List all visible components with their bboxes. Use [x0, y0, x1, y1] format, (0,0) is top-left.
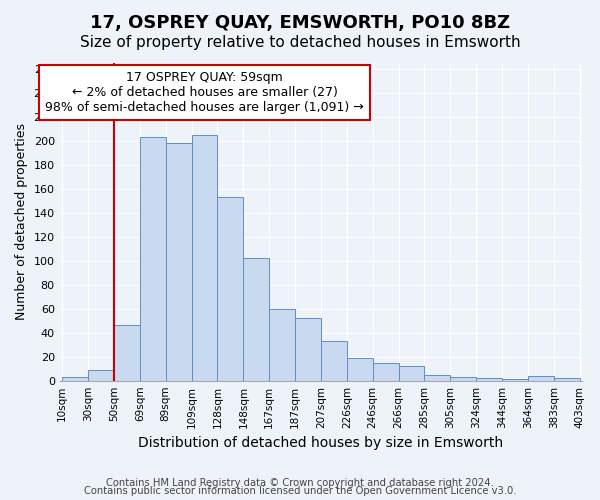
Bar: [88, 370, 114, 380]
Y-axis label: Number of detached properties: Number of detached properties: [15, 123, 28, 320]
X-axis label: Distribution of detached houses by size in Emsworth: Distribution of detached houses by size …: [139, 436, 503, 450]
Bar: [554, 378, 580, 380]
Bar: [398, 366, 424, 380]
Bar: [114, 326, 140, 380]
Bar: [191, 134, 217, 380]
Bar: [476, 378, 502, 380]
Bar: [295, 318, 321, 380]
Bar: [62, 377, 88, 380]
Bar: [166, 143, 191, 380]
Text: 17 OSPREY QUAY: 59sqm
← 2% of detached houses are smaller (27)
98% of semi-detac: 17 OSPREY QUAY: 59sqm ← 2% of detached h…: [45, 71, 364, 114]
Text: Contains HM Land Registry data © Crown copyright and database right 2024.: Contains HM Land Registry data © Crown c…: [106, 478, 494, 488]
Bar: [528, 376, 554, 380]
Bar: [373, 362, 398, 380]
Bar: [244, 258, 269, 380]
Text: Contains public sector information licensed under the Open Government Licence v3: Contains public sector information licen…: [84, 486, 516, 496]
Bar: [424, 374, 451, 380]
Bar: [347, 358, 373, 380]
Bar: [269, 308, 295, 380]
Bar: [451, 377, 476, 380]
Text: Size of property relative to detached houses in Emsworth: Size of property relative to detached ho…: [80, 35, 520, 50]
Bar: [140, 137, 166, 380]
Text: 17, OSPREY QUAY, EMSWORTH, PO10 8BZ: 17, OSPREY QUAY, EMSWORTH, PO10 8BZ: [90, 14, 510, 32]
Bar: [321, 341, 347, 380]
Bar: [217, 197, 244, 380]
